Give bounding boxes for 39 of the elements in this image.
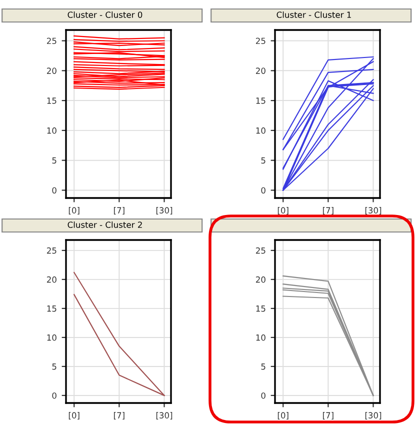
y-tick-label: 10: [47, 334, 56, 341]
y-tick-label: 20: [256, 68, 266, 74]
y-tick-label: 5: [52, 157, 56, 164]
y-tick-label: 15: [47, 98, 56, 104]
x-tick-label: [7]: [114, 207, 124, 214]
x-tick-label: [7]: [114, 412, 124, 420]
x-tick-label: [7]: [322, 207, 334, 214]
x-tick-label: [0]: [278, 207, 288, 214]
x-tick-label: [30]: [156, 207, 172, 214]
y-tick-label: 0: [52, 187, 56, 194]
y-tick-label: 15: [47, 306, 56, 312]
y-tick-label: 20: [46, 68, 56, 74]
y-tick-label: 25: [46, 38, 56, 44]
y-tick-label: 20: [256, 276, 266, 283]
chart-title: Cluster - Cluster 0: [68, 11, 142, 18]
y-tick-label: 15: [256, 306, 266, 312]
x-tick-label: [0]: [68, 207, 80, 214]
y-tick-label: 5: [261, 364, 266, 370]
y-tick-label: 5: [261, 157, 266, 164]
y-tick-label: 10: [256, 127, 266, 134]
y-tick-label: 25: [46, 247, 56, 254]
y-tick-label: 20: [46, 276, 56, 283]
x-tick-label: [7]: [322, 412, 334, 420]
y-tick-label: 25: [256, 38, 266, 44]
x-tick-label: [30]: [156, 412, 172, 420]
x-tick-label: [0]: [68, 412, 80, 420]
x-tick-label: [0]: [278, 412, 288, 420]
y-tick-label: 10: [256, 334, 266, 341]
chart-title: Cluster - Cluster 1: [276, 11, 351, 18]
x-tick-label: [30]: [365, 412, 382, 420]
y-tick-label: 25: [256, 247, 266, 254]
y-tick-label: 0: [261, 392, 266, 399]
y-tick-label: 5: [52, 364, 56, 370]
y-tick-label: 15: [256, 98, 266, 104]
x-tick-label: [30]: [365, 207, 382, 214]
y-tick-label: 10: [47, 127, 56, 134]
y-tick-label: 0: [261, 187, 266, 194]
chart-title: Cluster - Cluster 2: [68, 221, 142, 228]
y-tick-label: 0: [52, 392, 56, 399]
